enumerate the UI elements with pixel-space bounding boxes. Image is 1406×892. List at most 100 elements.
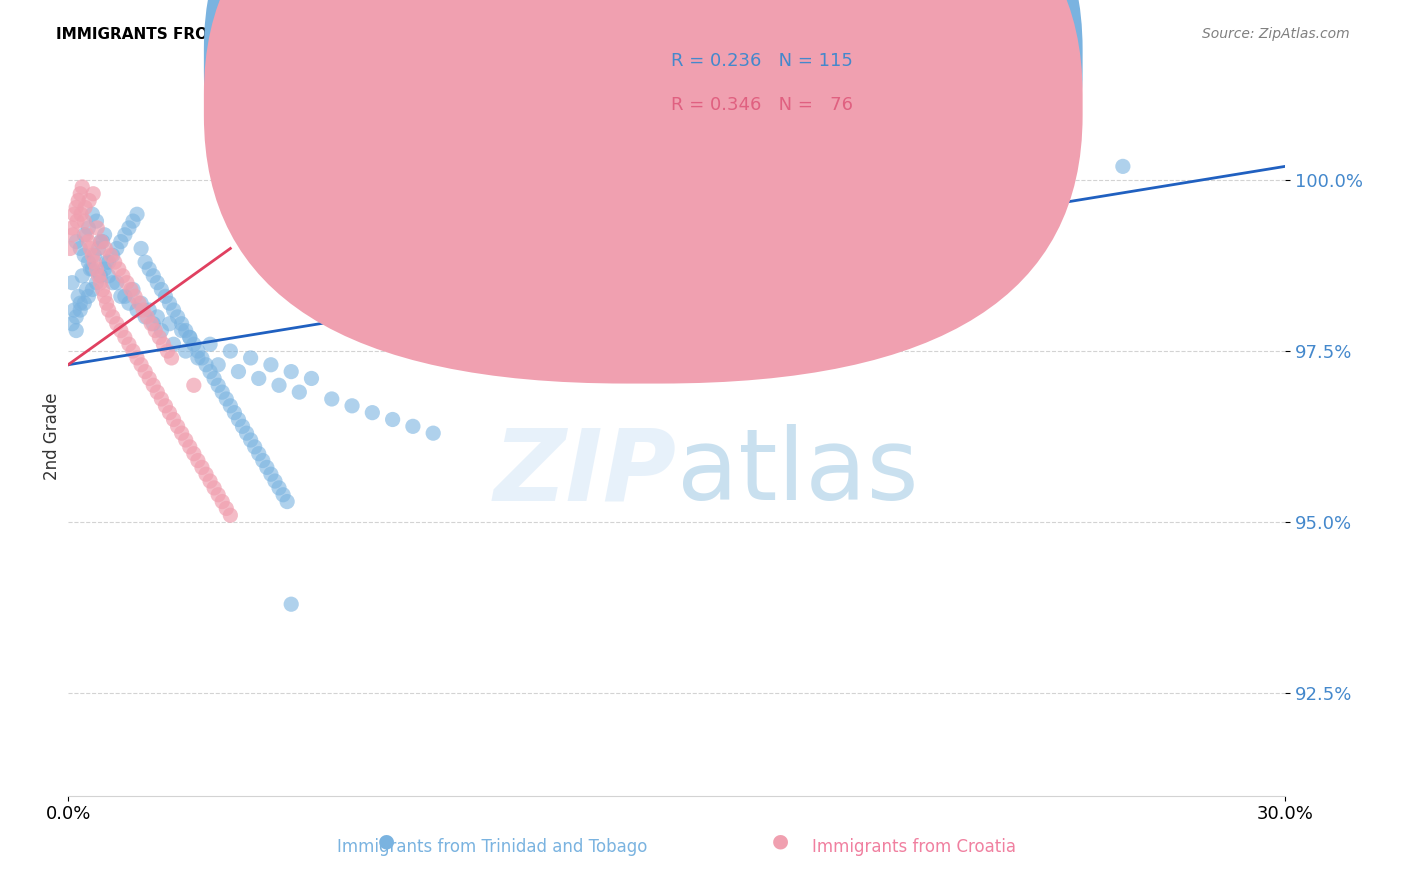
Point bbox=[86, 262, 108, 277]
Point bbox=[75, 283, 97, 297]
Point bbox=[1112, 160, 1135, 174]
Point bbox=[115, 276, 138, 290]
Point bbox=[134, 310, 156, 324]
Point bbox=[65, 310, 87, 324]
Point bbox=[301, 371, 323, 385]
Point bbox=[146, 385, 169, 400]
Point bbox=[60, 317, 83, 331]
Point bbox=[191, 460, 214, 475]
Point bbox=[202, 371, 225, 385]
Point bbox=[96, 296, 118, 310]
Point bbox=[162, 303, 184, 318]
Point bbox=[122, 344, 145, 359]
Point bbox=[271, 488, 294, 502]
Point bbox=[166, 419, 188, 434]
Point bbox=[77, 289, 100, 303]
Point bbox=[63, 303, 86, 318]
Point bbox=[136, 310, 159, 324]
Point bbox=[91, 235, 114, 249]
Point bbox=[142, 378, 165, 392]
Point bbox=[125, 351, 148, 365]
Point bbox=[280, 365, 302, 379]
Point bbox=[187, 453, 209, 467]
Point bbox=[86, 276, 108, 290]
Point bbox=[65, 201, 87, 215]
Point bbox=[211, 494, 233, 508]
Point bbox=[122, 214, 145, 228]
Point bbox=[150, 392, 173, 406]
Point bbox=[402, 419, 425, 434]
Point bbox=[183, 378, 205, 392]
Point bbox=[128, 296, 150, 310]
Point bbox=[77, 235, 100, 249]
Point bbox=[105, 317, 128, 331]
Point bbox=[104, 255, 127, 269]
Point bbox=[101, 248, 124, 262]
Point bbox=[174, 344, 197, 359]
Point bbox=[224, 406, 246, 420]
Point bbox=[202, 481, 225, 495]
Point bbox=[148, 330, 170, 344]
Point bbox=[118, 221, 141, 235]
Point bbox=[67, 194, 90, 208]
Point bbox=[82, 262, 104, 277]
Point bbox=[124, 289, 146, 303]
Point bbox=[101, 276, 124, 290]
Point bbox=[111, 268, 134, 283]
Point bbox=[105, 242, 128, 256]
Text: ●: ● bbox=[772, 831, 789, 850]
Point bbox=[155, 289, 177, 303]
Point bbox=[198, 337, 221, 351]
Point bbox=[63, 207, 86, 221]
Point bbox=[72, 180, 94, 194]
Point bbox=[134, 365, 156, 379]
Point bbox=[422, 426, 444, 441]
Point bbox=[219, 508, 242, 523]
Point bbox=[179, 330, 201, 344]
Point bbox=[152, 337, 174, 351]
Point bbox=[125, 303, 148, 318]
Point bbox=[160, 351, 183, 365]
Text: IMMIGRANTS FROM TRINIDAD AND TOBAGO VS IMMIGRANTS FROM CROATIA 2ND GRADE CORRELA: IMMIGRANTS FROM TRINIDAD AND TOBAGO VS I… bbox=[56, 27, 1005, 42]
Point bbox=[198, 474, 221, 488]
Point bbox=[89, 235, 111, 249]
Point bbox=[125, 207, 148, 221]
Point bbox=[72, 268, 94, 283]
Text: R = 0.346   N =   76: R = 0.346 N = 76 bbox=[671, 96, 852, 114]
Point bbox=[118, 337, 141, 351]
Point bbox=[101, 310, 124, 324]
Point bbox=[146, 276, 169, 290]
Point bbox=[183, 337, 205, 351]
Point bbox=[94, 242, 117, 256]
Point bbox=[134, 255, 156, 269]
Point bbox=[150, 324, 173, 338]
Point bbox=[100, 248, 122, 262]
Point bbox=[60, 276, 83, 290]
Point bbox=[87, 268, 110, 283]
Point bbox=[256, 460, 278, 475]
Point bbox=[207, 378, 229, 392]
Point bbox=[267, 481, 290, 495]
Point bbox=[381, 412, 404, 426]
Point bbox=[247, 447, 270, 461]
Point bbox=[120, 283, 142, 297]
Point bbox=[179, 440, 201, 454]
Point bbox=[159, 296, 181, 310]
Point bbox=[228, 365, 250, 379]
Text: Immigrants from Croatia: Immigrants from Croatia bbox=[811, 838, 1017, 856]
Point bbox=[170, 426, 193, 441]
Point bbox=[198, 365, 221, 379]
Point bbox=[65, 324, 87, 338]
Text: atlas: atlas bbox=[676, 424, 918, 521]
Text: ZIP: ZIP bbox=[494, 424, 676, 521]
Point bbox=[280, 597, 302, 611]
Point bbox=[83, 248, 105, 262]
Point bbox=[321, 392, 343, 406]
Point bbox=[91, 283, 114, 297]
Point bbox=[235, 426, 257, 441]
Text: R = 0.236   N = 115: R = 0.236 N = 115 bbox=[671, 52, 852, 70]
Point bbox=[79, 242, 101, 256]
Text: Source: ZipAtlas.com: Source: ZipAtlas.com bbox=[1202, 27, 1350, 41]
Point bbox=[195, 358, 218, 372]
Point bbox=[288, 385, 311, 400]
